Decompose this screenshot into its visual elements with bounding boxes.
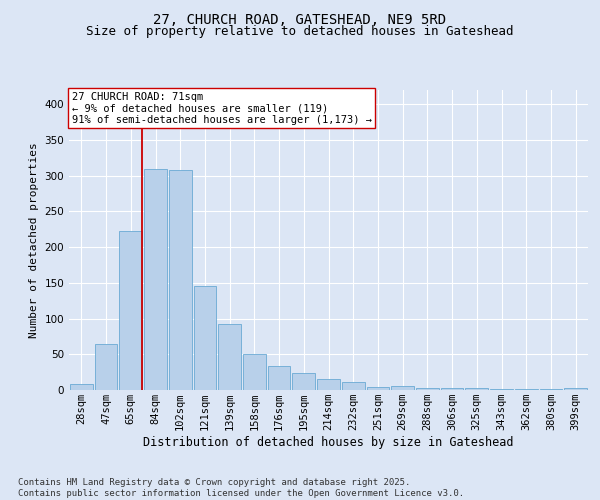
Bar — [342, 382, 365, 390]
Bar — [416, 388, 439, 390]
Bar — [169, 170, 191, 390]
Bar — [490, 388, 513, 390]
Y-axis label: Number of detached properties: Number of detached properties — [29, 142, 39, 338]
Bar — [119, 232, 142, 390]
Bar — [70, 384, 93, 390]
Bar — [391, 386, 414, 390]
Text: Contains HM Land Registry data © Crown copyright and database right 2025.
Contai: Contains HM Land Registry data © Crown c… — [18, 478, 464, 498]
Bar — [317, 380, 340, 390]
X-axis label: Distribution of detached houses by size in Gateshead: Distribution of detached houses by size … — [143, 436, 514, 449]
Bar — [268, 366, 290, 390]
Text: 27 CHURCH ROAD: 71sqm
← 9% of detached houses are smaller (119)
91% of semi-deta: 27 CHURCH ROAD: 71sqm ← 9% of detached h… — [71, 92, 371, 124]
Text: 27, CHURCH ROAD, GATESHEAD, NE9 5RD: 27, CHURCH ROAD, GATESHEAD, NE9 5RD — [154, 12, 446, 26]
Bar — [95, 344, 118, 390]
Bar — [441, 388, 463, 390]
Bar — [564, 388, 587, 390]
Bar — [144, 168, 167, 390]
Bar — [292, 373, 315, 390]
Bar — [194, 286, 216, 390]
Bar — [243, 354, 266, 390]
Bar — [466, 388, 488, 390]
Bar — [539, 388, 562, 390]
Text: Size of property relative to detached houses in Gateshead: Size of property relative to detached ho… — [86, 25, 514, 38]
Bar — [515, 388, 538, 390]
Bar — [367, 387, 389, 390]
Bar — [218, 324, 241, 390]
